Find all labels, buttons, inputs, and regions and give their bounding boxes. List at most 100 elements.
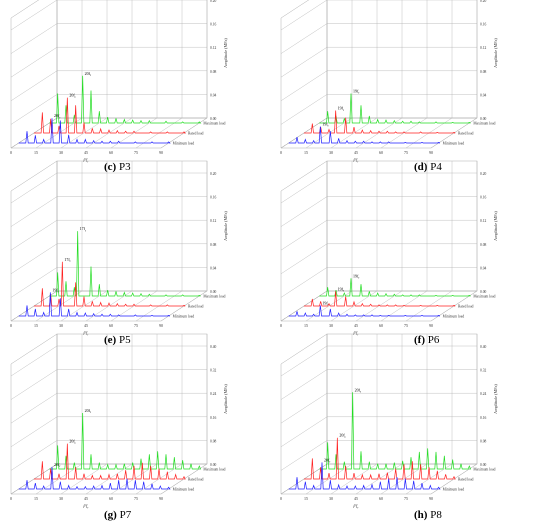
- x-floorline: [305, 463, 353, 495]
- caption-h: (h) P8: [414, 509, 442, 521]
- x-floorline: [305, 290, 353, 322]
- z-tick-label: 0.16: [480, 196, 486, 200]
- series-label: Maximum load: [473, 468, 495, 472]
- z-tick-label: 0.04: [480, 93, 486, 97]
- series-line-h-0: [288, 462, 441, 490]
- series-label: Maximum load: [203, 295, 225, 299]
- peak-label-sub: r: [343, 108, 344, 112]
- chart-svg-c: 0.00 0.04 0.08 0.12 0.16 0.20 0 15 30 45 60 75 90 Amp…: [10, 0, 228, 164]
- peak-label: 20fr: [324, 457, 330, 463]
- x-floorline: [380, 290, 428, 322]
- series-label: Rated load: [458, 132, 474, 136]
- x-tick-label: 0: [10, 496, 12, 501]
- peak-label: 19fr: [322, 121, 328, 127]
- x-tick-label: 45: [84, 150, 88, 155]
- peak-label: 17fr: [64, 257, 70, 263]
- x-floorline: [135, 463, 183, 495]
- peak-label-sub: r: [328, 303, 329, 307]
- side-wall: [280, 160, 328, 322]
- z-gridline-side: [10, 345, 58, 377]
- series-line-g-2: [49, 412, 202, 470]
- x-tick-label: 60: [109, 496, 113, 501]
- x-tick-label: 90: [429, 150, 433, 155]
- z-gridline-side: [10, 196, 58, 227]
- x-floorline: [60, 463, 108, 495]
- z-tick-label: 0.16: [210, 416, 216, 420]
- x-floorline: [85, 290, 133, 322]
- caption-label-h: (h): [414, 509, 428, 521]
- x-tick-label: 90: [159, 496, 163, 501]
- x-floorline: [330, 463, 378, 495]
- z-tick-label: 0.20: [480, 172, 486, 176]
- z-axis-title: Amplitude (MPa): [223, 38, 228, 68]
- x-tick-label: 0: [280, 150, 282, 155]
- peak-label-sub: r: [59, 464, 60, 468]
- x-tick-label: 75: [134, 150, 138, 155]
- x-axis-title-sub: r: [357, 333, 359, 337]
- series-label: Maximum load: [473, 122, 495, 126]
- z-gridline-side: [280, 243, 328, 274]
- peak-label-sub: r: [343, 288, 344, 292]
- series-label: Minimum load: [173, 315, 195, 319]
- series-label: Minimum load: [443, 142, 465, 146]
- z-tick-label: 0.08: [210, 243, 216, 247]
- caption-title-h: P8: [430, 509, 442, 521]
- x-floorline: [355, 290, 403, 322]
- series-line-e-0: [18, 292, 171, 317]
- peak-label: 20fr: [69, 93, 75, 99]
- x-tick-label: 0: [280, 496, 282, 501]
- z-tick-label: 0.08: [480, 439, 486, 443]
- peak-label-sub: r: [358, 276, 359, 280]
- x-tick-label: 90: [429, 323, 433, 328]
- x-axis-title: f/fr: [83, 157, 89, 164]
- chart-panel-f: 0.00 0.04 0.08 0.12 0.16 0.20 0 15 30 45 60 75 90 Amp…: [275, 160, 545, 337]
- peak-label-sub: r: [75, 95, 76, 99]
- x-tick-label: 60: [379, 150, 383, 155]
- series-line-f-2: [319, 278, 471, 297]
- z-tick-label: 0.40: [210, 345, 216, 349]
- z-gridline-side: [10, 47, 58, 78]
- x-axis-title: f/fr: [83, 330, 89, 337]
- z-gridline-side: [280, 416, 328, 447]
- peak-label: 20fr: [355, 387, 361, 393]
- x-floorline: [330, 290, 378, 322]
- z-tick-label: 0.00: [210, 117, 216, 121]
- series-line-d-2: [319, 93, 471, 124]
- peak-label-sub: r: [329, 460, 330, 464]
- x-tick-label: 45: [354, 150, 358, 155]
- chart-panel-e: 0.00 0.04 0.08 0.12 0.16 0.20 0 15 30 45 60 75 90 Amp…: [5, 160, 275, 337]
- caption-label-c: (c): [104, 161, 117, 173]
- x-tick-label: 90: [159, 150, 163, 155]
- z-gridline-side: [280, 172, 328, 204]
- z-tick-label: 0.00: [210, 463, 216, 467]
- series-label: Minimum load: [173, 142, 195, 146]
- x-floorline: [355, 463, 403, 495]
- series-line-g-0: [18, 466, 171, 490]
- series-line-h-1: [304, 437, 456, 480]
- x-tick-label: 60: [109, 323, 113, 328]
- x-floorline: [35, 463, 83, 495]
- z-gridline-side: [280, 94, 328, 125]
- series-label: Rated load: [458, 478, 474, 482]
- z-tick-label: 0.40: [480, 345, 486, 349]
- z-gridline-side: [10, 243, 58, 274]
- x-tick-label: 60: [109, 150, 113, 155]
- x-tick-label: 15: [34, 496, 38, 501]
- z-tick-label: 0.16: [210, 23, 216, 27]
- x-tick-label: 15: [34, 150, 38, 155]
- peak-label-sub: r: [85, 228, 86, 232]
- x-tick-label: 0: [10, 323, 12, 328]
- z-axis-title: Amplitude (MPa): [493, 211, 498, 241]
- peak-label: 20fr: [85, 71, 91, 77]
- series-label: Maximum load: [203, 122, 225, 126]
- z-axis-title: Amplitude (MPa): [493, 384, 498, 414]
- z-gridline-side: [280, 267, 328, 298]
- z-tick-label: 0.08: [210, 70, 216, 74]
- x-tick-label: 45: [84, 323, 88, 328]
- x-floorline: [110, 117, 158, 149]
- x-tick-label: 75: [134, 323, 138, 328]
- series-line-g-1: [34, 443, 186, 480]
- z-tick-label: 0.00: [480, 290, 486, 294]
- z-tick-label: 0.08: [210, 439, 216, 443]
- x-tick-label: 90: [429, 496, 433, 501]
